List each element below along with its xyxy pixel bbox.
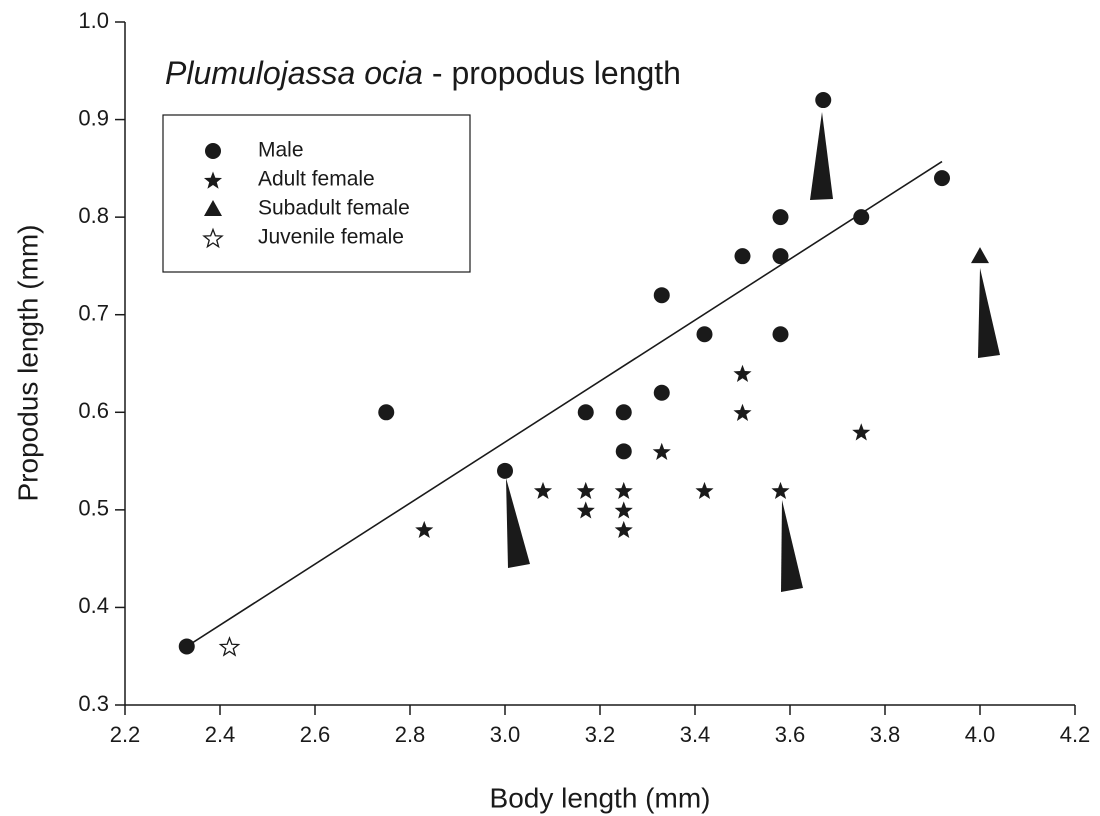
legend-text: Male [258,139,304,162]
point [733,364,752,382]
point [576,481,595,500]
legend-text: Adult female [258,168,375,191]
fit-line [186,160,943,648]
x-axis-label: Body length (mm) [490,782,711,813]
arrow [781,500,803,592]
point [734,248,751,265]
y-tick-label: 0.5 [78,496,109,521]
point [614,520,633,539]
point [378,404,395,421]
point [497,462,513,479]
legend-marker [203,171,223,189]
x-tick-label: 2.4 [205,722,236,747]
legend-marker [202,227,224,249]
y-tick-label: 0.4 [78,593,109,618]
legend-text: Subadult female [258,197,410,220]
x-tick-label: 3.4 [680,722,711,747]
arrow [978,268,1000,358]
arrow [810,112,833,200]
x-tick-label: 4.0 [965,722,996,747]
point [577,404,594,421]
y-tick-label: 1.0 [78,8,109,33]
point [615,443,632,460]
title-species: Plumulojassa ocia [165,55,423,91]
y-tick-label: 0.7 [78,301,109,326]
chart-title: Plumulojassa ocia - propodus length [165,55,681,91]
y-tick-label: 0.9 [78,105,109,130]
y-tick-label: 0.3 [78,691,109,716]
point [772,326,789,343]
point [614,501,633,519]
point [178,638,195,655]
point [771,481,790,500]
point [415,520,434,539]
x-tick-label: 4.2 [1060,722,1091,747]
point [614,481,633,500]
y-tick-label: 0.6 [78,398,109,423]
point [695,481,714,500]
x-tick-label: 3.6 [775,722,806,747]
legend-text: Juvenile female [258,226,404,249]
point [971,247,989,264]
point [653,384,670,401]
x-tick-label: 2.8 [395,722,426,747]
point [533,481,553,500]
title-text: - propodus length [432,55,681,91]
point [696,326,713,343]
point [653,287,670,304]
point [934,170,950,187]
legend-box [162,114,471,273]
point [852,423,871,441]
x-tick-label: 3.8 [870,722,901,747]
x-tick-label: 3.2 [585,722,616,747]
point [615,404,632,421]
point [772,248,789,265]
arrow [506,478,530,568]
point [772,209,789,226]
x-tick-label: 2.6 [300,722,331,747]
point [733,403,752,421]
legend-marker [205,143,221,159]
point [218,636,241,657]
point [853,209,870,226]
y-axis-label: Propodus length (mm) [12,224,43,501]
legend-marker [204,200,222,216]
y-tick-label: 0.8 [78,203,109,228]
point [576,501,595,519]
x-tick-label: 2.2 [110,722,141,747]
point [815,92,832,109]
x-tick-label: 3.0 [490,722,521,747]
point [652,442,671,460]
arrows [506,112,1000,592]
